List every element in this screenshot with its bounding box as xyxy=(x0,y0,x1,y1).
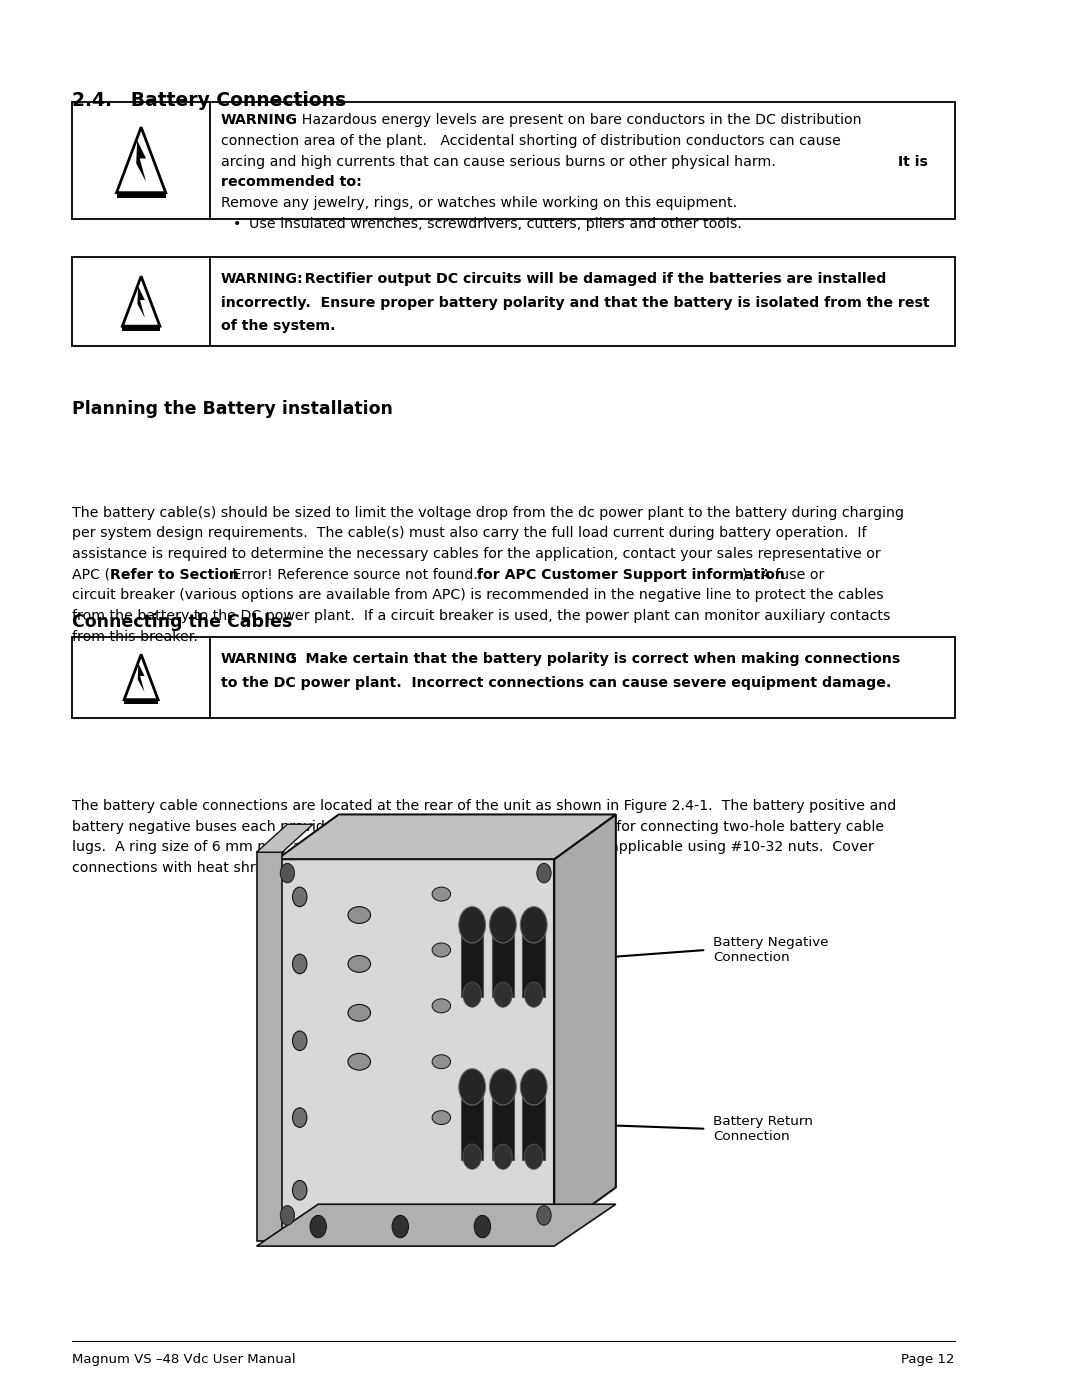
Text: per system design requirements.  The cable(s) must also carry the full load curr: per system design requirements. The cabl… xyxy=(72,527,866,541)
Text: The battery cable connections are located at the rear of the unit as shown in Fi: The battery cable connections are locate… xyxy=(72,799,896,813)
Text: connection area of the plant.   Accidental shorting of distribution conductors c: connection area of the plant. Accidental… xyxy=(220,134,840,148)
Bar xyxy=(523,928,545,997)
Circle shape xyxy=(494,982,512,1007)
Polygon shape xyxy=(554,814,616,1232)
Text: incorrectly.  Ensure proper battery polarity and that the battery is isolated fr: incorrectly. Ensure proper battery polar… xyxy=(220,296,929,310)
Text: Page 12: Page 12 xyxy=(901,1354,955,1366)
Text: Rectifier output DC circuits will be damaged if the batteries are installed: Rectifier output DC circuits will be dam… xyxy=(295,272,886,286)
Text: assistance is required to determine the necessary cables for the application, co: assistance is required to determine the … xyxy=(72,548,880,562)
Text: WARNING:: WARNING: xyxy=(220,272,303,286)
Circle shape xyxy=(459,907,486,943)
Circle shape xyxy=(392,1215,408,1238)
Polygon shape xyxy=(138,664,145,692)
Bar xyxy=(117,193,165,198)
Ellipse shape xyxy=(432,887,450,901)
Text: lugs.  A ring size of 6 mm may also be used. Connect the battery cables as appli: lugs. A ring size of 6 mm may also be us… xyxy=(72,841,874,855)
Text: battery negative buses each provide a pair of #10-32 studs on 5/8” centers for c: battery negative buses each provide a pa… xyxy=(72,820,883,834)
Polygon shape xyxy=(257,824,313,852)
Circle shape xyxy=(280,1206,295,1225)
Text: circuit breaker (various options are available from APC) is recommended in the n: circuit breaker (various options are ava… xyxy=(72,588,883,602)
Ellipse shape xyxy=(432,999,450,1013)
Polygon shape xyxy=(278,814,616,859)
Text: 2.4. Battery Connections: 2.4. Battery Connections xyxy=(72,91,346,110)
Circle shape xyxy=(474,1215,490,1238)
Text: Magnum VS –48 Vdc User Manual: Magnum VS –48 Vdc User Manual xyxy=(72,1354,296,1366)
Circle shape xyxy=(489,907,516,943)
Text: It is: It is xyxy=(899,155,928,169)
Text: WARNING: WARNING xyxy=(220,113,298,127)
Text: to the DC power plant.  Incorrect connections can cause severe equipment damage.: to the DC power plant. Incorrect connect… xyxy=(220,676,891,690)
Polygon shape xyxy=(257,1204,616,1246)
Text: recommended to:: recommended to: xyxy=(220,175,362,189)
Ellipse shape xyxy=(348,956,370,972)
Polygon shape xyxy=(124,654,158,700)
Circle shape xyxy=(525,1144,543,1169)
Text: Connecting the Cables: Connecting the Cables xyxy=(72,613,292,631)
Circle shape xyxy=(293,1108,307,1127)
Ellipse shape xyxy=(348,907,370,923)
Text: arcing and high currents that can cause serious burns or other physical harm.: arcing and high currents that can cause … xyxy=(220,155,788,169)
Polygon shape xyxy=(137,286,145,319)
Text: :  Make certain that the battery polarity is correct when making connections: : Make certain that the battery polarity… xyxy=(291,652,901,666)
Bar xyxy=(72,102,955,219)
Ellipse shape xyxy=(348,1004,370,1021)
Text: Use insulated wrenches, screwdrivers, cutters, pliers and other tools.: Use insulated wrenches, screwdrivers, cu… xyxy=(249,217,742,231)
Bar xyxy=(491,1090,514,1160)
Polygon shape xyxy=(257,852,282,1241)
Circle shape xyxy=(521,907,548,943)
Text: Remove any jewelry, rings, or watches while working on this equipment.: Remove any jewelry, rings, or watches wh… xyxy=(220,196,737,210)
Ellipse shape xyxy=(432,1055,450,1069)
Text: :  Hazardous energy levels are present on bare conductors in the DC distribution: : Hazardous energy levels are present on… xyxy=(288,113,862,127)
Text: •: • xyxy=(233,217,241,231)
Circle shape xyxy=(489,1069,516,1105)
Circle shape xyxy=(310,1215,326,1238)
Circle shape xyxy=(525,982,543,1007)
Polygon shape xyxy=(122,277,160,326)
Text: APC (: APC ( xyxy=(72,567,110,581)
Bar xyxy=(122,326,160,331)
Circle shape xyxy=(293,954,307,974)
Text: Error! Reference source not found.: Error! Reference source not found. xyxy=(228,567,477,581)
Ellipse shape xyxy=(432,943,450,957)
Polygon shape xyxy=(278,859,554,1232)
Bar xyxy=(491,928,514,997)
Circle shape xyxy=(293,887,307,907)
Text: Planning the Battery installation: Planning the Battery installation xyxy=(72,400,393,418)
Circle shape xyxy=(463,982,482,1007)
Text: connections with heat shrink after assembly.: connections with heat shrink after assem… xyxy=(72,861,390,875)
Text: Battery Negative
Connection: Battery Negative Connection xyxy=(714,936,828,964)
Bar xyxy=(124,700,158,704)
Bar xyxy=(72,257,955,346)
Bar xyxy=(461,1090,484,1160)
Text: from this breaker.: from this breaker. xyxy=(72,630,198,644)
Text: ).  A fuse or: ). A fuse or xyxy=(742,567,824,581)
Circle shape xyxy=(537,863,551,883)
Circle shape xyxy=(293,1180,307,1200)
Polygon shape xyxy=(117,127,165,193)
Text: The battery cable(s) should be sized to limit the voltage drop from the dc power: The battery cable(s) should be sized to … xyxy=(72,506,904,520)
Circle shape xyxy=(293,1031,307,1051)
Bar xyxy=(523,1090,545,1160)
Ellipse shape xyxy=(432,1111,450,1125)
Circle shape xyxy=(463,1144,482,1169)
Text: from the battery to the DC power plant.  If a circuit breaker is used, the power: from the battery to the DC power plant. … xyxy=(72,609,890,623)
Circle shape xyxy=(537,1206,551,1225)
Polygon shape xyxy=(136,140,146,182)
Circle shape xyxy=(280,863,295,883)
Bar xyxy=(461,928,484,997)
Circle shape xyxy=(494,1144,512,1169)
Text: for APC Customer Support information: for APC Customer Support information xyxy=(472,567,785,581)
Text: Refer to Section: Refer to Section xyxy=(110,567,239,581)
Text: of the system.: of the system. xyxy=(220,320,335,334)
Bar xyxy=(72,637,955,718)
Ellipse shape xyxy=(348,1053,370,1070)
Circle shape xyxy=(521,1069,548,1105)
Text: WARNING: WARNING xyxy=(220,652,298,666)
Circle shape xyxy=(459,1069,486,1105)
Text: Battery Return
Connection: Battery Return Connection xyxy=(714,1115,813,1143)
